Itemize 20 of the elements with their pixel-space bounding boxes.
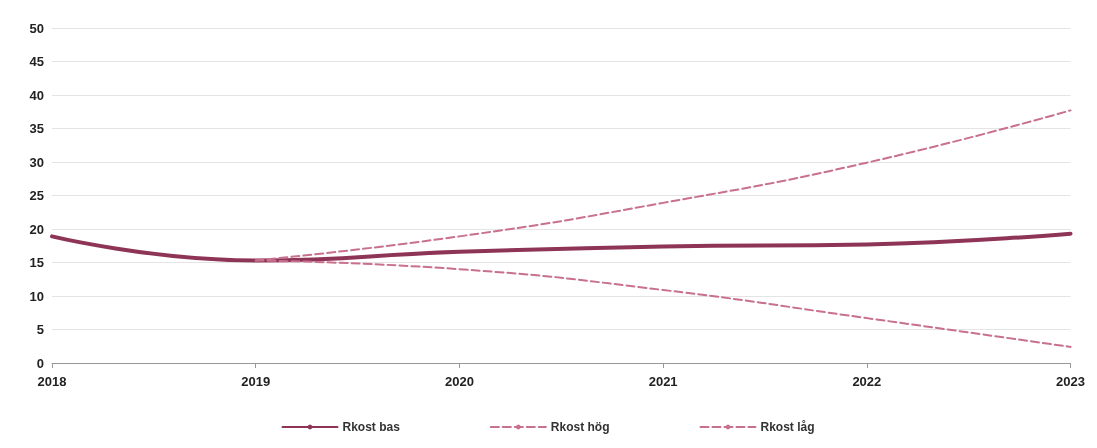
y-tick-label: 5: [36, 322, 44, 337]
y-tick-label: 35: [29, 121, 44, 136]
y-tick-label: 20: [29, 221, 44, 237]
y-tick-label: 15: [29, 255, 44, 270]
y-tick-label: 25: [29, 188, 44, 203]
y-tick-label: 0: [36, 355, 44, 371]
x-tick-label: 2020: [444, 374, 474, 389]
y-tick-label: 50: [29, 20, 44, 36]
y-tick-label: 30: [29, 154, 44, 170]
x-tick-label: 2018: [37, 374, 67, 389]
y-tick-label: 40: [29, 87, 44, 103]
legend-label: Rkost bas: [342, 420, 401, 434]
x-tick-label: 2019: [241, 374, 271, 389]
x-tick-label: 2022: [852, 374, 882, 389]
legend-label: Rkost hög: [550, 420, 610, 434]
x-tick-label: 2023: [1056, 374, 1085, 389]
y-tick-label: 10: [29, 288, 44, 304]
legend-label: Rkost låg: [760, 420, 815, 434]
x-tick-label: 2021: [648, 374, 678, 389]
y-tick-label: 45: [29, 54, 44, 69]
